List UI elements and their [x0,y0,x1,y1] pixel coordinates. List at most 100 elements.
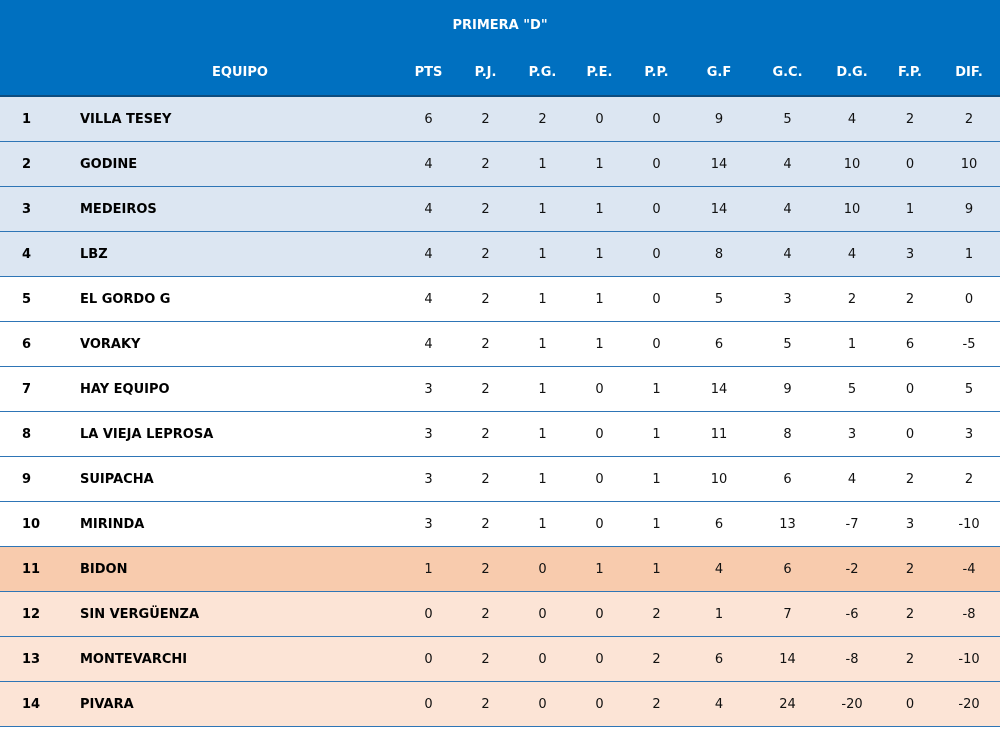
table-row: 2 GODINE 4 2 1 1 0 14 4 10 0 10 [0,141,1000,187]
position-number: 4 [0,231,80,277]
position-number: 11 [0,546,80,592]
stat-fp: 3 [882,231,938,277]
position-number: 3 [0,186,80,232]
stat-pe: 0 [571,636,628,682]
stat-pe: 1 [571,141,628,187]
stat-dif: 0 [938,276,1000,322]
stat-fp: 0 [882,681,938,727]
stat-fp: 0 [882,366,938,412]
position-number: 12 [0,591,80,637]
stat-dif: 9 [938,186,1000,232]
stat-pg: 0 [514,681,571,727]
stat-dif: 1 [938,231,1000,277]
stat-dif: -5 [938,321,1000,367]
header-dif: DIF. [938,50,1000,97]
stat-pe: 0 [571,591,628,637]
team-name: EL GORDO G [80,276,400,322]
stat-pp: 1 [628,456,685,502]
stat-pts: 0 [400,681,457,727]
stat-pe: 0 [571,366,628,412]
position-number: 7 [0,366,80,412]
table-row: 8 LA VIEJA LEPROSA 3 2 1 0 1 11 8 3 0 3 [0,411,1000,457]
stat-pj: 2 [457,591,514,637]
stat-pg: 2 [514,96,571,142]
stat-pp: 2 [628,681,685,727]
title-row: PRIMERA "D" [0,0,1000,50]
stat-pg: 1 [514,141,571,187]
stat-dif: -8 [938,591,1000,637]
team-name: MIRINDA [80,501,400,547]
stat-pe: 1 [571,321,628,367]
stat-pp: 1 [628,546,685,592]
stat-pj: 2 [457,321,514,367]
stat-dg: 3 [822,411,882,457]
stat-pp: 0 [628,141,685,187]
position-number: 13 [0,636,80,682]
stat-pe: 1 [571,546,628,592]
team-name: VILLA TESEY [80,96,400,142]
stat-gc: 3 [753,276,822,322]
stat-pj: 2 [457,681,514,727]
stat-dif: -10 [938,501,1000,547]
stat-gc: 7 [753,591,822,637]
position-number: 8 [0,411,80,457]
stat-pj: 2 [457,186,514,232]
stat-pp: 0 [628,186,685,232]
stat-gc: 5 [753,96,822,142]
table-row: 3 MEDEIROS 4 2 1 1 0 14 4 10 1 9 [0,186,1000,232]
stat-pp: 0 [628,321,685,367]
stat-dg: 10 [822,186,882,232]
stat-dif: 5 [938,366,1000,412]
position-number: 5 [0,276,80,322]
stat-pts: 3 [400,411,457,457]
stat-pe: 0 [571,411,628,457]
stat-pg: 1 [514,321,571,367]
stat-gf: 14 [685,186,753,232]
stat-dif: -4 [938,546,1000,592]
stat-pts: 3 [400,456,457,502]
stat-pg: 1 [514,411,571,457]
stat-pts: 4 [400,321,457,367]
stat-dg: 1 [822,321,882,367]
stat-pp: 1 [628,501,685,547]
team-name: LBZ [80,231,400,277]
stat-dif: 2 [938,456,1000,502]
stat-pp: 2 [628,591,685,637]
stat-pts: 4 [400,186,457,232]
standings-body: 1 VILLA TESEY 6 2 2 0 0 9 5 4 2 2 2 GODINE 4 2 1 1 0 14 4 10 0… [0,96,1000,727]
stat-gf: 8 [685,231,753,277]
table-row: 10 MIRINDA 3 2 1 0 1 6 13 -7 3 -10 [0,501,1000,547]
position-number: 1 [0,96,80,142]
stat-dif: 10 [938,141,1000,187]
stat-pj: 2 [457,96,514,142]
stat-pp: 1 [628,411,685,457]
header-pts: PTS [400,50,457,97]
stat-fp: 0 [882,411,938,457]
stat-pj: 2 [457,231,514,277]
stat-pe: 0 [571,681,628,727]
stat-pts: 1 [400,546,457,592]
stat-gc: 6 [753,456,822,502]
stat-gf: 4 [685,681,753,727]
stat-pts: 4 [400,276,457,322]
stat-gf: 14 [685,141,753,187]
team-name: BIDON [80,546,400,592]
stat-dg: 4 [822,96,882,142]
team-name: GODINE [80,141,400,187]
stat-pj: 2 [457,456,514,502]
stat-gf: 6 [685,501,753,547]
stat-fp: 2 [882,636,938,682]
stat-gc: 4 [753,231,822,277]
stat-pts: 6 [400,96,457,142]
team-name: PIVARA [80,681,400,727]
position-number: 10 [0,501,80,547]
stat-pe: 1 [571,231,628,277]
table-title: PRIMERA "D" [0,0,1000,50]
stat-pj: 2 [457,411,514,457]
stat-dif: 2 [938,96,1000,142]
stat-pts: 4 [400,141,457,187]
team-name: SUIPACHA [80,456,400,502]
table-row: 11 BIDON 1 2 0 1 1 4 6 -2 2 -4 [0,546,1000,592]
